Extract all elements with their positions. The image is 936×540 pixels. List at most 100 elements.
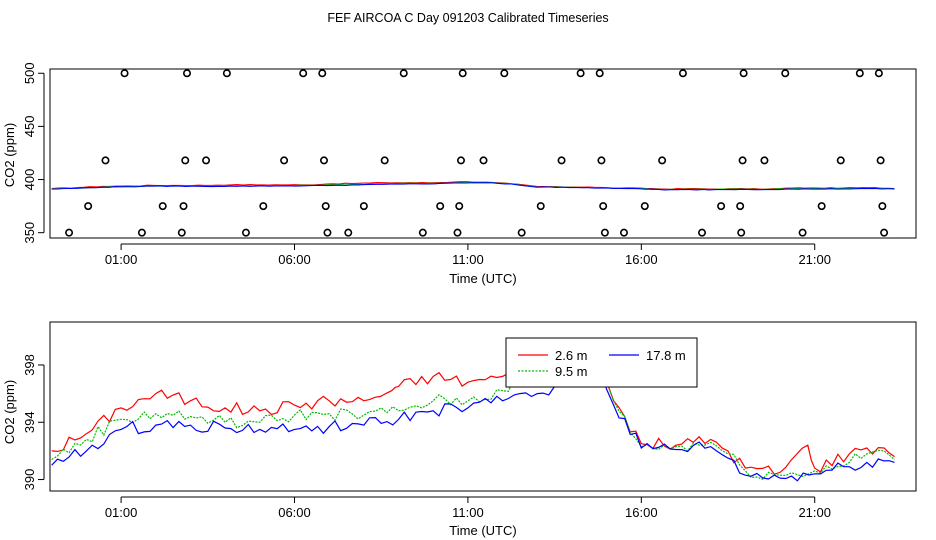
scatter-point bbox=[595, 69, 604, 78]
panel-top: 350 400 450 500 01:00 06:00 11:00 16:00 21:00 T… bbox=[2, 62, 917, 286]
panel-top-y-axis: 350 400 450 500 bbox=[22, 62, 45, 244]
scatter-point bbox=[299, 69, 308, 78]
scatter-point bbox=[453, 228, 462, 237]
legend-label-2-6m: 2.6 m bbox=[555, 348, 588, 363]
scatter-point bbox=[321, 202, 330, 211]
panel-top-y-tick-label: 400 bbox=[22, 169, 37, 191]
scatter-point bbox=[259, 202, 268, 211]
scatter-point bbox=[280, 156, 289, 165]
figure-title: FEF AIRCOA C Day 091203 Calibrated Times… bbox=[327, 11, 608, 25]
scatter-point bbox=[678, 69, 687, 78]
panel-top-y-tick-label: 350 bbox=[22, 222, 37, 244]
panel-top-x-tick-label: 11:00 bbox=[452, 252, 484, 267]
scatter-point bbox=[597, 156, 606, 165]
panel-bottom-y-tick-label: 390 bbox=[22, 469, 37, 491]
panel-bottom-frame bbox=[49, 321, 917, 492]
panel-bottom-x-tick-label: 06:00 bbox=[278, 505, 311, 520]
scatter-point bbox=[84, 202, 93, 211]
panel-bottom: 390 394 398 01:00 06:00 11:00 16:00 21:00 Time… bbox=[2, 321, 917, 538]
scatter-point bbox=[599, 202, 608, 211]
scatter-point bbox=[878, 202, 887, 211]
scatter-point bbox=[418, 228, 427, 237]
panel-bottom-x-label: Time (UTC) bbox=[449, 523, 516, 538]
scatter-point bbox=[380, 156, 389, 165]
scatter-point bbox=[399, 69, 408, 78]
panel-bottom-x-axis: 01:00 06:00 11:00 16:00 21:00 bbox=[105, 496, 831, 520]
scatter-point bbox=[557, 156, 566, 165]
panel-bottom-y-axis: 390 394 398 bbox=[22, 354, 45, 491]
panel-bottom-x-tick-label: 01:00 bbox=[105, 505, 138, 520]
panel-top-y-tick-label: 450 bbox=[22, 116, 37, 138]
scatter-point bbox=[101, 156, 110, 165]
co2-series-lines bbox=[51, 351, 895, 482]
scatter-point bbox=[536, 202, 545, 211]
panel-bottom-x-tick-label: 16:00 bbox=[625, 505, 658, 520]
scatter-point bbox=[739, 69, 748, 78]
legend: 2.6 m 9.5 m 17.8 m bbox=[505, 337, 698, 388]
scatter-point bbox=[436, 202, 445, 211]
scatter-point bbox=[455, 202, 464, 211]
scatter-point bbox=[619, 228, 628, 237]
scatter-point bbox=[500, 69, 509, 78]
scatter-point bbox=[880, 228, 889, 237]
scatter-point bbox=[736, 202, 745, 211]
series-line-17-8m bbox=[51, 363, 895, 482]
scatter-point bbox=[120, 69, 129, 78]
panel-top-x-tick-label: 01:00 bbox=[105, 252, 138, 267]
panel-top-x-tick-label: 16:00 bbox=[625, 252, 658, 267]
scatter-point bbox=[137, 228, 146, 237]
scatter-point bbox=[222, 69, 231, 78]
scatter-point bbox=[576, 69, 585, 78]
panel-top-x-label: Time (UTC) bbox=[449, 271, 516, 286]
scatter-point bbox=[738, 156, 747, 165]
scatter-point bbox=[344, 228, 353, 237]
scatter-point bbox=[517, 228, 526, 237]
panel-top-x-tick-label: 21:00 bbox=[798, 252, 831, 267]
legend-box bbox=[505, 337, 698, 388]
panel-top-x-tick-label: 06:00 bbox=[278, 252, 311, 267]
scatter-point bbox=[874, 69, 883, 78]
scatter-point bbox=[781, 69, 790, 78]
panel-bottom-y-tick-label: 398 bbox=[22, 354, 37, 376]
scatter-point bbox=[359, 202, 368, 211]
scatter-point bbox=[65, 228, 74, 237]
scatter-point bbox=[855, 69, 864, 78]
panel-bottom-y-tick-label: 394 bbox=[22, 411, 37, 433]
scatter-point bbox=[760, 156, 769, 165]
scatter-point bbox=[323, 228, 332, 237]
scatter-point bbox=[318, 69, 327, 78]
scatter-point bbox=[181, 156, 190, 165]
scatter-points bbox=[65, 69, 889, 237]
panel-bottom-x-tick-label: 21:00 bbox=[798, 505, 831, 520]
scatter-point bbox=[202, 156, 211, 165]
panel-bottom-y-label: CO2 (ppm) bbox=[2, 380, 17, 444]
series-line-2-6m bbox=[51, 351, 895, 475]
scatter-point bbox=[458, 69, 467, 78]
scatter-point bbox=[182, 69, 191, 78]
scatter-point bbox=[876, 156, 885, 165]
panel-top-frame bbox=[49, 68, 917, 239]
baseline-line-3 bbox=[51, 182, 895, 191]
scatter-point bbox=[817, 202, 826, 211]
scatter-point bbox=[179, 202, 188, 211]
scatter-point bbox=[600, 228, 609, 237]
panel-top-y-tick-label: 500 bbox=[22, 62, 37, 84]
panel-top-x-axis: 01:00 06:00 11:00 16:00 21:00 bbox=[105, 243, 831, 267]
legend-label-9-5m: 9.5 m bbox=[555, 364, 588, 379]
scatter-point bbox=[456, 156, 465, 165]
scatter-point bbox=[836, 156, 845, 165]
panel-bottom-x-tick-label: 11:00 bbox=[452, 505, 484, 520]
scatter-point bbox=[717, 202, 726, 211]
scatter-point bbox=[737, 228, 746, 237]
scatter-point bbox=[698, 228, 707, 237]
series-line-9-5m bbox=[51, 355, 895, 481]
scatter-point bbox=[640, 202, 649, 211]
scatter-point bbox=[158, 202, 167, 211]
scatter-point bbox=[479, 156, 488, 165]
legend-label-17-8m: 17.8 m bbox=[646, 348, 686, 363]
panel-top-y-label: CO2 (ppm) bbox=[2, 123, 17, 187]
scatter-point bbox=[319, 156, 328, 165]
baseline-lines bbox=[51, 181, 895, 191]
scatter-point bbox=[241, 228, 250, 237]
